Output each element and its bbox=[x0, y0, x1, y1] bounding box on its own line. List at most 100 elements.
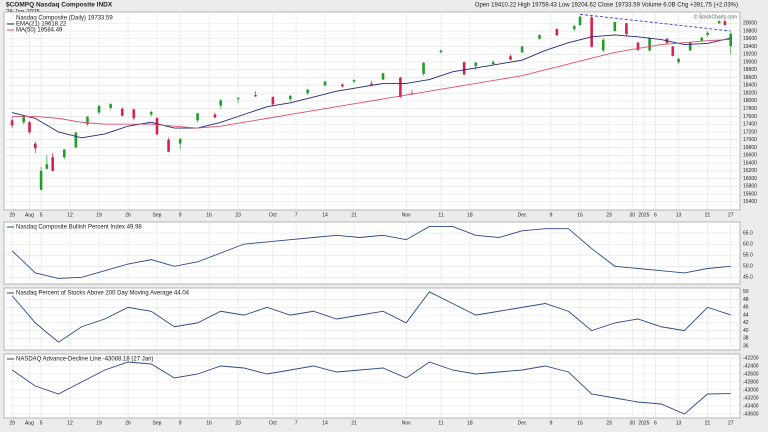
candle-body bbox=[671, 46, 675, 56]
candle-body bbox=[155, 117, 159, 135]
x-tick-label: 9 bbox=[179, 420, 182, 426]
x-tick-label: 21 bbox=[351, 212, 357, 218]
panel-frame bbox=[3, 221, 741, 285]
x-tick-label: 23 bbox=[606, 212, 612, 218]
series-line bbox=[11, 361, 731, 415]
y-tick-label: -42200 bbox=[743, 355, 759, 361]
candle-body bbox=[520, 46, 524, 53]
legend-label: MA(50) 19584.49 bbox=[16, 28, 63, 34]
candle-body bbox=[352, 79, 356, 82]
candle-body bbox=[491, 61, 495, 65]
candle-body bbox=[306, 89, 309, 94]
series-line bbox=[11, 225, 731, 279]
x-tick-label: 11 bbox=[438, 420, 443, 426]
x-tick-label: 2025 bbox=[638, 420, 649, 426]
x-tick-label: Oct bbox=[269, 212, 277, 218]
x-tick-label: Nov bbox=[402, 212, 411, 218]
y-tick-label: 46 bbox=[743, 305, 749, 311]
candle-body bbox=[688, 42, 692, 51]
y-tick-label: 44 bbox=[743, 312, 749, 318]
x-tick-label: 23 bbox=[606, 420, 612, 426]
legend-label: Nasdaq Composite Bullish Percent Index 4… bbox=[16, 225, 142, 231]
x-tick-label: 30 bbox=[629, 212, 635, 218]
chart-title: $COMPQ Nasdaq Composite INDX bbox=[6, 2, 113, 9]
x-tick-label: Sep bbox=[153, 212, 162, 218]
candle-body bbox=[39, 170, 43, 190]
panel-frame bbox=[3, 11, 741, 211]
candle-body bbox=[555, 29, 559, 36]
x-tick-label: 18 bbox=[467, 212, 473, 218]
candle-body bbox=[590, 17, 593, 47]
x-tick-label: 9 bbox=[179, 212, 182, 218]
candle-body bbox=[33, 143, 37, 149]
panel-frame bbox=[3, 353, 741, 419]
y-tick-label: -43600 bbox=[743, 411, 759, 417]
legend-label: EMA(21) 19618.22 bbox=[16, 22, 67, 28]
x-tick-label: Nov bbox=[402, 420, 411, 426]
x-tick-label: 27 bbox=[728, 420, 734, 426]
candle-body bbox=[62, 149, 66, 158]
y-tick-label: 20000 bbox=[743, 21, 757, 27]
candle-body bbox=[538, 34, 541, 39]
y-tick-label: 40 bbox=[743, 328, 749, 334]
x-tick-label: 16 bbox=[206, 420, 212, 426]
y-tick-label: 38 bbox=[743, 336, 749, 342]
candle-body bbox=[22, 116, 26, 123]
y-tick-label: 19800 bbox=[743, 28, 757, 34]
y-tick-label: 17800 bbox=[743, 106, 757, 112]
x-tick-label: 29 bbox=[9, 212, 15, 218]
series-line bbox=[11, 291, 731, 343]
y-tick-label: 60.0 bbox=[743, 241, 753, 247]
x-tick-label: 14 bbox=[322, 420, 328, 426]
x-tick-label: Sep bbox=[153, 420, 162, 426]
x-tick-label: 5 bbox=[40, 420, 43, 426]
panel-frame bbox=[3, 287, 741, 351]
x-tick-label: 12 bbox=[67, 212, 73, 218]
candle-body bbox=[625, 23, 628, 35]
candle-body bbox=[648, 37, 651, 51]
candle-body bbox=[717, 21, 721, 24]
x-tick-label: 13 bbox=[676, 420, 682, 426]
y-tick-label: 17400 bbox=[743, 122, 757, 128]
candle-body bbox=[213, 114, 217, 118]
series-line bbox=[12, 38, 731, 129]
candle-body bbox=[729, 33, 733, 47]
candle-body bbox=[370, 83, 373, 85]
candle-body bbox=[288, 95, 292, 99]
candle-body bbox=[410, 93, 414, 94]
candle-body bbox=[677, 58, 680, 63]
candle-body bbox=[120, 108, 124, 116]
price-legend: Nasdaq Composite (Daily) 19733.59 bbox=[16, 16, 113, 22]
y-tick-label: 19600 bbox=[743, 36, 757, 42]
candle-body bbox=[439, 50, 443, 53]
candle-body bbox=[178, 138, 182, 144]
candle-body bbox=[149, 112, 153, 115]
y-tick-label: 16800 bbox=[743, 145, 757, 151]
y-tick-label: -42600 bbox=[743, 371, 759, 377]
y-tick-label: 50.0 bbox=[743, 264, 753, 270]
y-tick-label: 55.0 bbox=[743, 253, 753, 259]
x-tick-label: 2025 bbox=[638, 212, 649, 218]
legend-label: NASDAQ Advance-Decline Line -43088.18 (2… bbox=[16, 357, 153, 363]
x-tick-label: 21 bbox=[705, 212, 711, 218]
y-tick-label: 17600 bbox=[743, 114, 757, 120]
x-tick-label: 16 bbox=[577, 420, 583, 426]
candle-body bbox=[74, 132, 78, 148]
candle-body bbox=[254, 95, 257, 97]
candle-body bbox=[572, 26, 576, 30]
y-tick-label: 16400 bbox=[743, 160, 757, 166]
series-line bbox=[12, 34, 731, 139]
legend-label: Nasdaq Percent of Stocks Above 200 Day M… bbox=[16, 291, 190, 297]
candle-body bbox=[700, 37, 704, 41]
y-tick-label: 18600 bbox=[743, 75, 757, 81]
candle-body bbox=[636, 42, 640, 51]
y-tick-label: 48 bbox=[743, 297, 749, 303]
y-tick-label: 16000 bbox=[743, 176, 757, 182]
candle-body bbox=[196, 113, 199, 121]
candle-body bbox=[323, 81, 327, 86]
x-tick-label: 18 bbox=[467, 420, 473, 426]
y-tick-label: 18200 bbox=[743, 90, 757, 96]
x-tick-label: 6 bbox=[654, 420, 657, 426]
x-tick-label: Aug bbox=[25, 212, 34, 218]
x-tick-label: 16 bbox=[206, 212, 212, 218]
